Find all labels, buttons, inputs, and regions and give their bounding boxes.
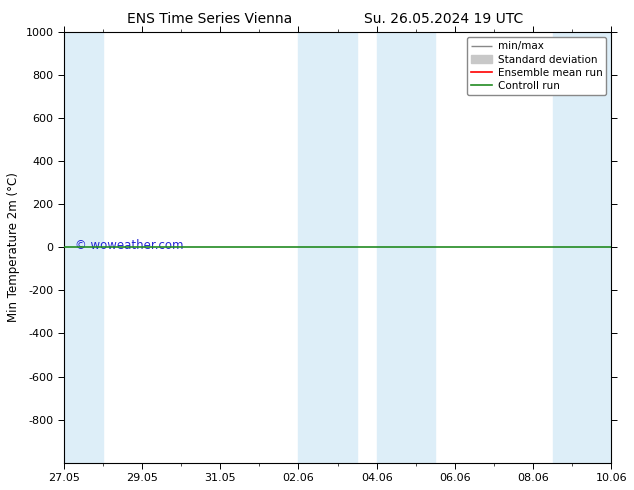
- Bar: [377, 32, 436, 463]
- Text: Su. 26.05.2024 19 UTC: Su. 26.05.2024 19 UTC: [364, 12, 524, 26]
- Legend: min/max, Standard deviation, Ensemble mean run, Controll run: min/max, Standard deviation, Ensemble me…: [467, 37, 606, 95]
- Text: ENS Time Series Vienna: ENS Time Series Vienna: [127, 12, 292, 26]
- Bar: [64, 32, 103, 463]
- Y-axis label: Min Temperature 2m (°C): Min Temperature 2m (°C): [7, 172, 20, 322]
- Bar: [299, 32, 357, 463]
- Bar: [553, 32, 611, 463]
- Text: © woweather.com: © woweather.com: [75, 239, 183, 252]
